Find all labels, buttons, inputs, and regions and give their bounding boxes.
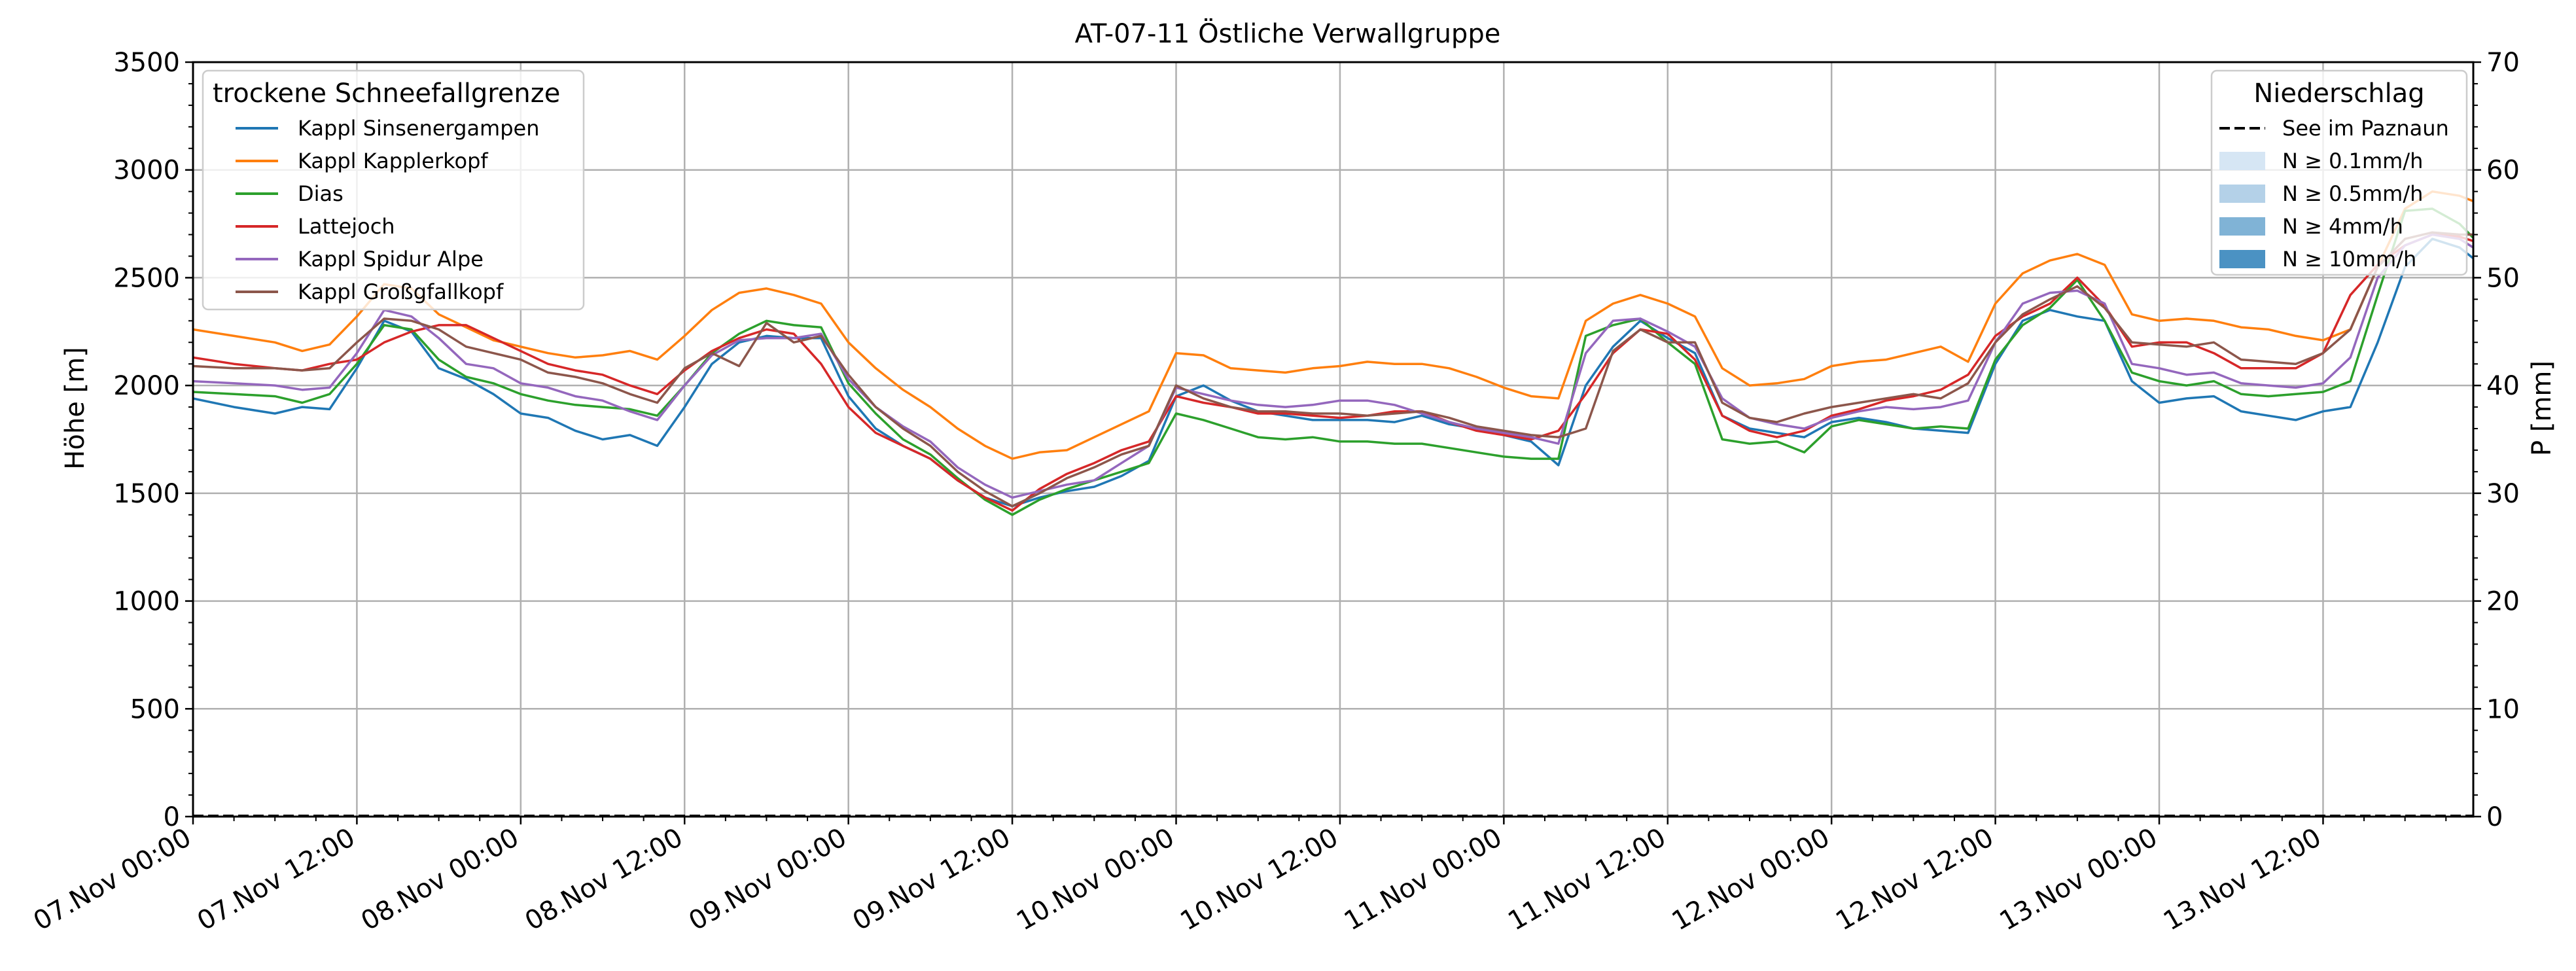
x-tick-label: 07.Nov 12:00 [192,822,361,937]
y2-tick-label: 40 [2486,371,2520,401]
legend-entry-label: Lattejoch [298,214,395,239]
y2-tick-label: 60 [2486,156,2520,186]
y-tick-label: 1000 [113,587,180,617]
y-tick-label: 2500 [113,263,180,293]
legend-patch-swatch [2219,185,2265,203]
x-tick-label: 10.Nov 00:00 [1012,822,1180,937]
x-tick-label: 08.Nov 00:00 [356,822,524,937]
y-tick-label: 2000 [113,371,180,401]
legend-patch-swatch [2219,152,2265,170]
legend-left-title: trockene Schneefallgrenze [213,79,560,109]
legend-entry-label: Kappl Sinsenergampen [298,116,540,141]
y-tick-label: 0 [164,802,180,832]
plot-frame [192,61,2475,818]
x-tick-label: 11.Nov 12:00 [1503,822,1671,937]
x-tick-label: 08.Nov 12:00 [520,822,688,937]
legend-entry-label: Kappl Spidur Alpe [298,247,484,272]
series-layer [193,190,2473,516]
y2-tick-label: 10 [2486,694,2520,724]
legend-entry-label: Dias [298,181,344,206]
x-tick-label: 11.Nov 00:00 [1339,822,1508,937]
x-tick-label: 10.Nov 12:00 [1175,822,1343,937]
y-tick-label: 500 [130,694,180,724]
legend-entry-label: Kappl Kapplerkopf [298,149,488,173]
y2-tick-label: 0 [2486,802,2503,832]
legend-patch-swatch [2219,250,2265,268]
series-line-kappl-spidur-alpe [193,233,2473,499]
x-tick-label: 13.Nov 12:00 [2159,822,2327,937]
legend-left-frame [202,69,585,311]
x-tick-label: 12.Nov 00:00 [1667,822,1835,937]
legend-right-entry-label: N ≥ 10mm/h [2282,247,2416,272]
chart-title: AT-07-11 Östliche Verwallgruppe [1075,18,1501,49]
legend-right-entry-label: N ≥ 4mm/h [2282,214,2403,239]
series-line-kappl-sinsenergampen [193,238,2473,508]
y2-tick-label: 20 [2486,587,2520,617]
legend-right-entry-label: N ≥ 0.5mm/h [2282,181,2423,206]
legend-entry-label: Kappl Großgfallkopf [298,279,504,304]
series-line-kappl-grossgfallkopf [193,231,2473,508]
x-tick-label: 09.Nov 12:00 [848,822,1016,937]
series-line-kappl-kapplerkopf [193,190,2473,460]
legend-right: Niederschlag See im Paznaun N ≥ 0.1mm/h N ≥… [2210,69,2468,276]
y2-tick-label: 30 [2486,479,2520,509]
y-tick-label: 3000 [113,156,180,186]
y-tick-label: 1500 [113,479,180,509]
legend-right-frame [2210,69,2468,276]
y-axis-label: Höhe [m] [60,347,90,469]
x-tick-label: 07.Nov 00:00 [28,822,196,937]
y-tick-label: 3500 [113,48,180,78]
x-tick-label: 12.Nov 12:00 [1831,822,1999,937]
y2-tick-label: 50 [2486,263,2520,293]
legend-patch-swatch [2219,217,2265,236]
x-tick-label: 13.Nov 00:00 [1994,822,2162,937]
x-tick-label: 09.Nov 00:00 [684,822,852,937]
legend-right-title: Niederschlag [2253,79,2424,109]
y2-axis-label: P [mm] [2527,361,2557,456]
legend-left: trockene Schneefallgrenze Kappl Sinsenerg… [202,69,585,311]
y2-tick-label: 70 [2486,48,2520,78]
legend-right-entry-label: N ≥ 0.1mm/h [2282,149,2423,173]
legend-right-entry-label: See im Paznaun [2282,116,2449,141]
